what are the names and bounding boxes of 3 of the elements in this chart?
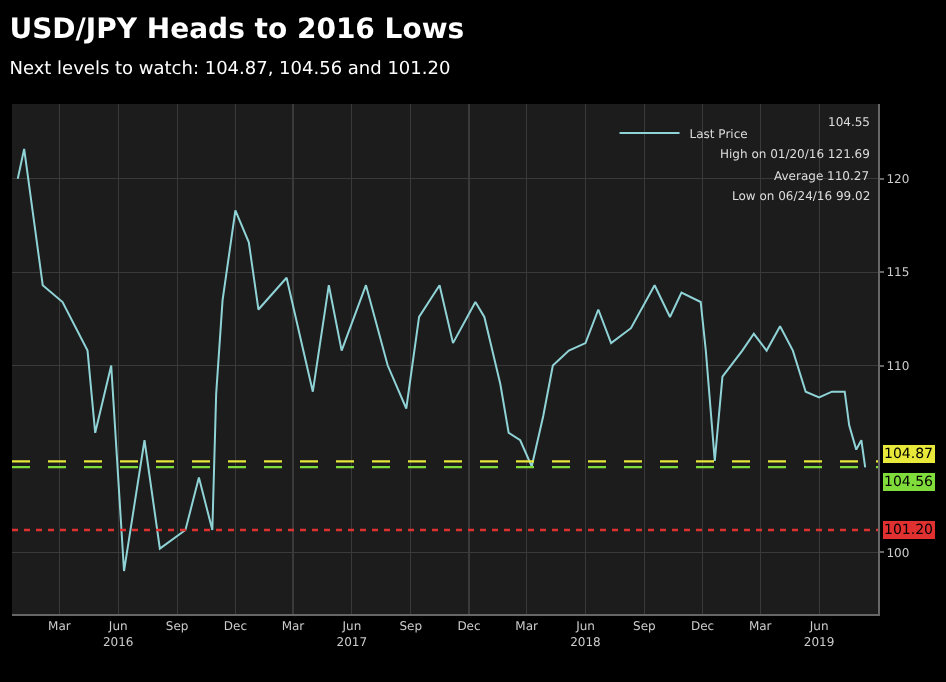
line-series bbox=[16, 147, 867, 573]
chart-subtitle: Next levels to watch: 104.87, 104.56 and 101.20 bbox=[9, 59, 451, 80]
chart-title: USD/JPY Heads to 2016 Lows bbox=[9, 13, 465, 46]
